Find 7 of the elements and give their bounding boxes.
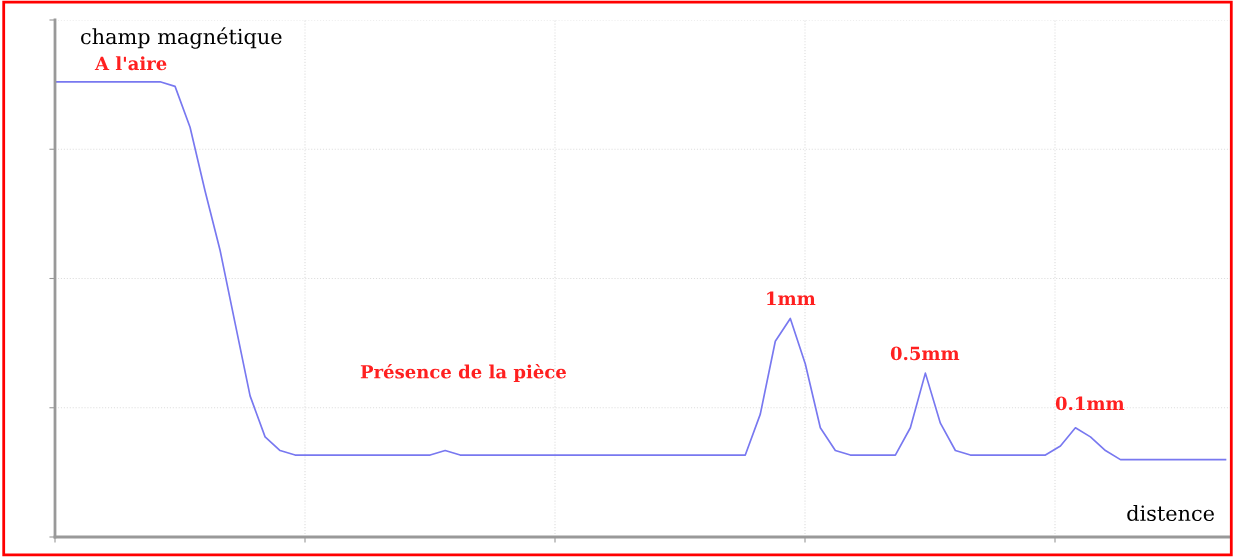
annotation: Présence de la pièce <box>360 363 566 383</box>
y-axis-title: champ magnétique <box>81 27 282 49</box>
annotation: 1mm <box>767 291 816 305</box>
annotation: 0.1mm <box>1055 396 1125 411</box>
annotation: 0.5mm <box>890 346 960 361</box>
text: A l'aire <box>94 56 167 71</box>
x-axis-title: distence <box>1127 504 1214 522</box>
